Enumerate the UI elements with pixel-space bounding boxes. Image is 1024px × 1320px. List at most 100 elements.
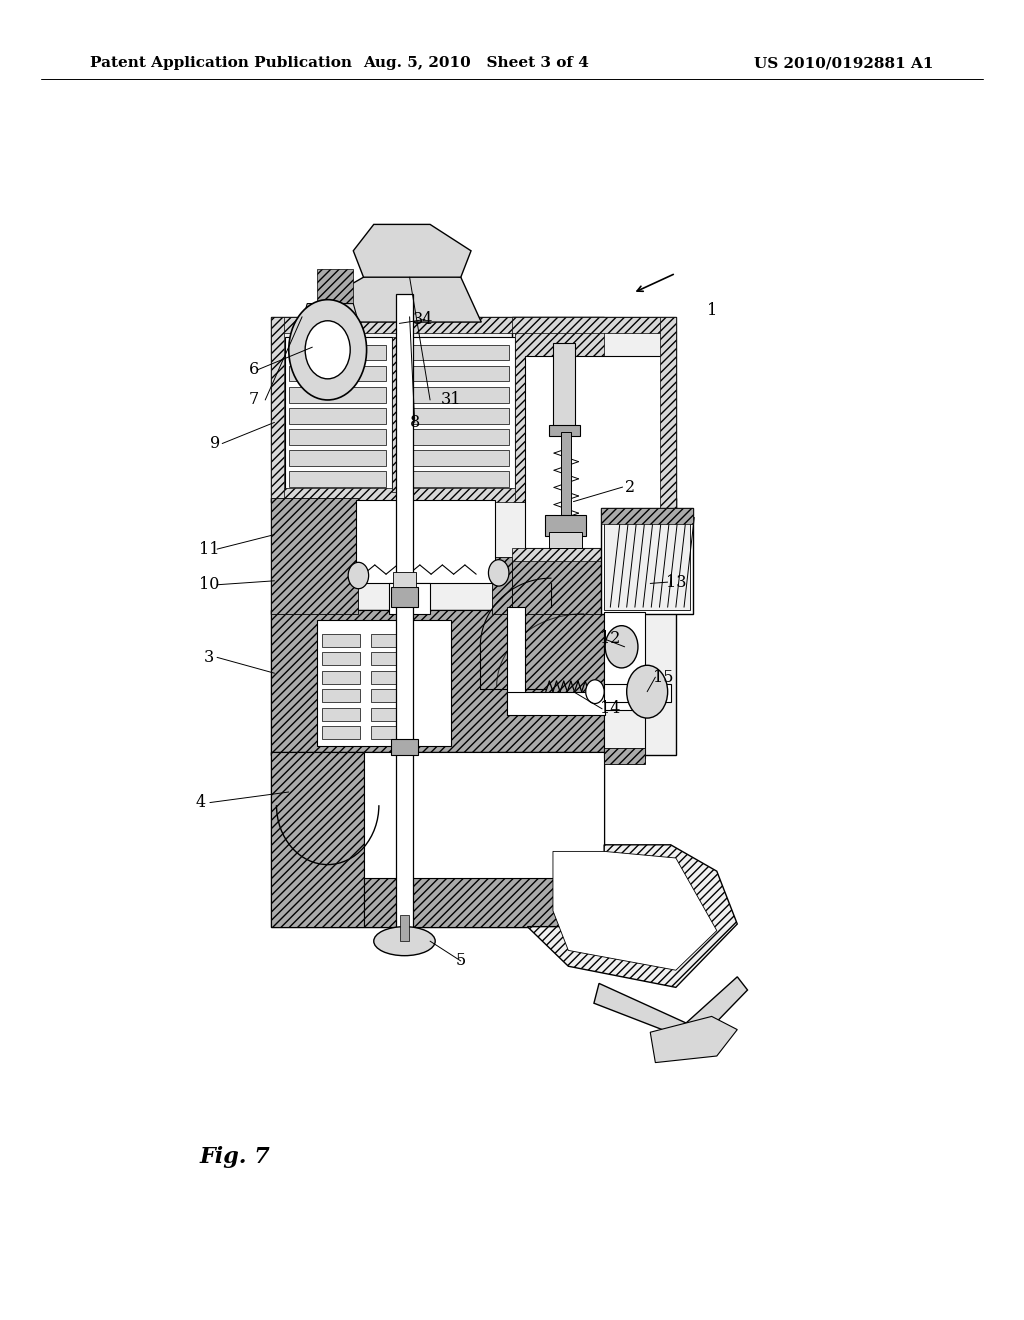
Text: 6: 6 [249,362,259,378]
Bar [396,294,413,941]
Bar [322,726,360,739]
Bar [285,337,392,492]
Bar [512,548,676,561]
Bar [604,612,645,715]
Text: 8: 8 [410,414,420,430]
Bar [271,752,604,927]
Bar [271,498,676,614]
Bar [289,387,386,403]
Bar [660,317,676,561]
Bar [371,689,410,702]
Polygon shape [271,317,604,502]
Polygon shape [353,224,471,277]
Bar [507,607,525,715]
Text: 7: 7 [249,392,259,408]
Bar [371,634,410,647]
Bar [271,317,604,333]
Polygon shape [527,845,737,987]
Polygon shape [512,557,676,614]
Bar [289,345,386,360]
Bar [392,337,408,492]
Bar [412,366,509,381]
Circle shape [627,665,668,718]
Bar [371,671,410,684]
Bar [371,726,410,739]
Text: 15: 15 [653,669,674,685]
Bar [271,488,604,502]
Bar [271,317,284,502]
Bar [322,634,360,647]
Bar [412,450,509,466]
Text: 14: 14 [600,701,621,717]
Polygon shape [317,264,481,322]
Bar [604,684,671,702]
Circle shape [586,680,604,704]
Text: US 2010/0192881 A1: US 2010/0192881 A1 [755,57,934,70]
Bar [408,337,515,492]
Bar [289,450,386,466]
Polygon shape [553,851,717,970]
Text: Aug. 5, 2010   Sheet 3 of 4: Aug. 5, 2010 Sheet 3 of 4 [364,57,589,70]
Bar [604,710,645,758]
Polygon shape [492,557,512,614]
Text: Fig. 7: Fig. 7 [200,1146,270,1168]
Polygon shape [271,752,364,927]
Bar [322,689,360,702]
Text: 9: 9 [210,436,220,451]
Text: 5: 5 [456,953,466,969]
Text: 10: 10 [199,577,219,593]
Bar [512,317,676,333]
Bar [322,671,360,684]
Bar [371,708,410,721]
Text: 2: 2 [625,479,635,495]
Text: 11: 11 [199,541,219,557]
Circle shape [348,562,369,589]
Bar [317,620,451,746]
Bar [393,572,416,587]
Circle shape [605,626,638,668]
Bar [512,317,676,561]
Bar [391,587,418,607]
Text: 12: 12 [600,631,621,647]
Bar [549,425,580,436]
Bar [289,429,386,445]
Text: 1: 1 [707,302,717,318]
Ellipse shape [374,927,435,956]
Circle shape [488,560,509,586]
Bar [545,515,586,536]
Bar [289,366,386,381]
Bar [412,345,509,360]
Bar [604,748,645,764]
Bar [412,408,509,424]
Bar [515,317,604,502]
Polygon shape [594,977,748,1043]
Polygon shape [271,610,604,755]
Bar [553,343,575,429]
Bar [412,429,509,445]
Bar [604,512,690,610]
Polygon shape [364,878,604,927]
Polygon shape [302,304,358,322]
Text: 4: 4 [196,795,206,810]
Polygon shape [650,1016,737,1063]
Bar [322,708,360,721]
Circle shape [289,300,367,400]
Bar [507,692,605,715]
Bar [412,387,509,403]
Bar [549,532,582,548]
Polygon shape [271,498,358,614]
Bar [364,752,604,878]
Circle shape [305,321,350,379]
Bar [271,610,676,755]
Bar [601,508,693,614]
Bar [371,652,410,665]
Bar [525,356,664,548]
Text: 3: 3 [204,649,214,665]
Bar [322,652,360,665]
Bar [561,432,571,517]
Text: Patent Application Publication: Patent Application Publication [90,57,352,70]
Bar [412,471,509,487]
Text: 13: 13 [666,574,686,590]
Bar [389,583,430,614]
Bar [317,269,353,322]
